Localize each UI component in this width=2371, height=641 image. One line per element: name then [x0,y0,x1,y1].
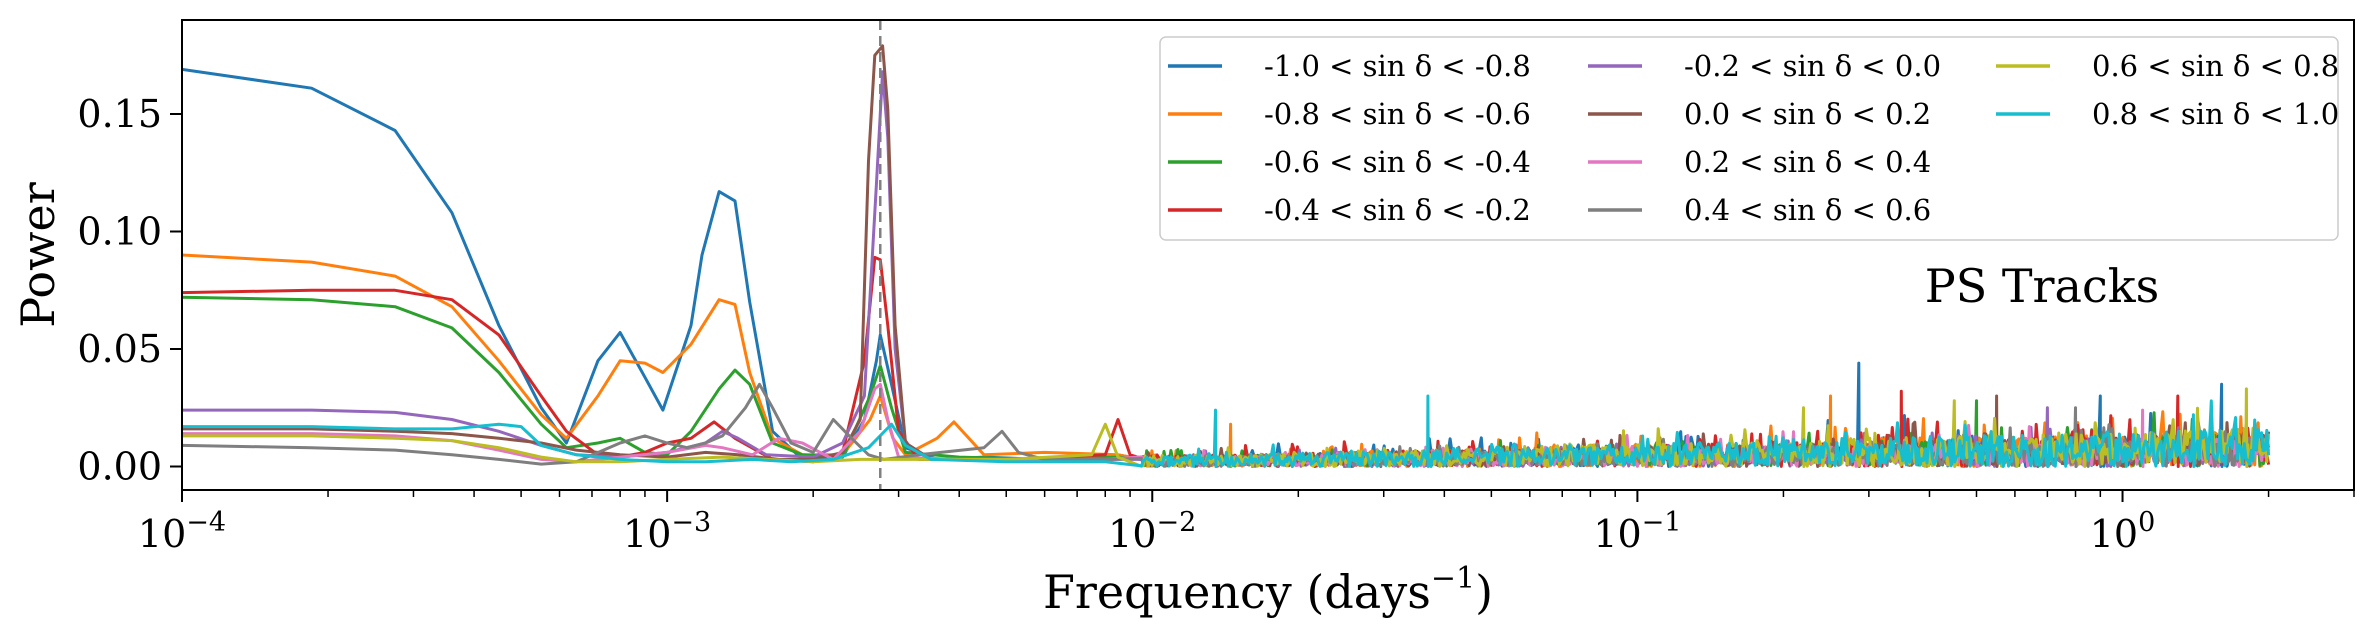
legend-box [1159,36,2339,241]
series-layer [182,44,2271,468]
y-tick-label: 0.10 [77,210,162,254]
y-tick-label: 0.05 [77,327,162,371]
legend-label-3: -0.6 < sin δ < -0.4 [1264,145,1531,179]
x-axis: 10−4 10−3 10−2 10−1 100 [138,490,2355,556]
y-axis: 0.00 0.05 0.10 0.15 [77,92,182,489]
legend-label-2: -0.8 < sin δ < -0.6 [1264,97,1531,131]
legend-label-10: 0.8 < sin δ < 1.0 [2092,97,2339,131]
x-tick-label: 10−2 [1108,507,1196,556]
y-tick-label: 0.00 [77,445,162,489]
series-line-10 [182,394,2271,468]
legend-label-6: 0.0 < sin δ < 0.2 [1684,97,1931,131]
x-tick-label: 10−3 [623,507,711,556]
legend-label-1: -1.0 < sin δ < -0.8 [1264,49,1531,83]
x-axis-label: Frequency (days−1) [1043,561,1493,619]
legend: -1.0 < sin δ < -0.8 -0.8 < sin δ < -0.6 -0… [1159,36,2339,241]
x-tick-label: 10−4 [138,507,226,556]
legend-label-8: 0.4 < sin δ < 0.6 [1684,193,1931,227]
legend-label-5: -0.2 < sin δ < 0.0 [1684,49,1941,83]
plot-frame [181,19,2355,491]
x-tick-label: 100 [2090,507,2156,556]
legend-label-7: 0.2 < sin δ < 0.4 [1684,145,1931,179]
legend-label-9: 0.6 < sin δ < 0.8 [2092,49,2339,83]
y-axis-label: Power [11,182,65,327]
y-tick-label: 0.15 [77,92,162,136]
ps-tracks-annotation: PS Tracks [1925,259,2159,313]
legend-label-4: -0.4 < sin δ < -0.2 [1264,193,1531,227]
x-tick-label: 10−1 [1593,507,1681,556]
